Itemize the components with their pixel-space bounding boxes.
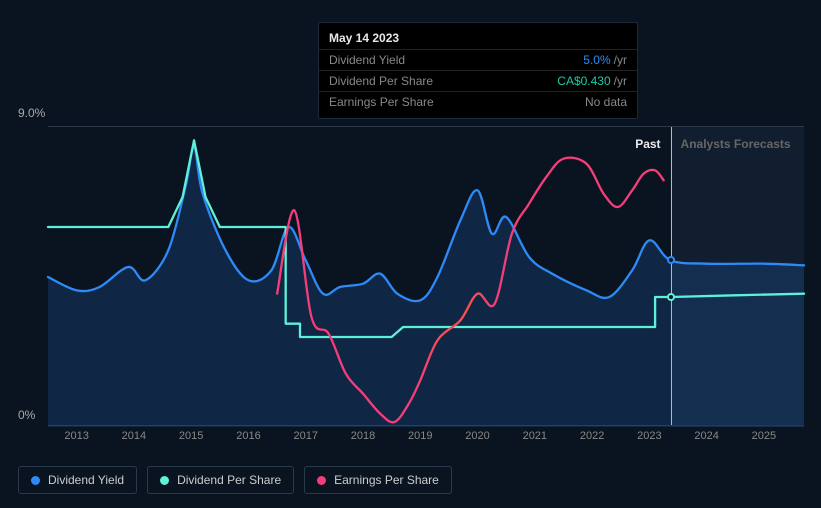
- legend-label: Dividend Yield: [48, 473, 124, 487]
- tooltip-row: Dividend Per Share CA$0.430/yr: [319, 70, 637, 91]
- tooltip-row-value-wrap: 5.0% /yr: [583, 53, 627, 67]
- x-axis: 2013 2014 2015 2016 2017 2018 2019 2020 2021 2022…: [48, 430, 804, 450]
- tooltip-row-suffix: /yr: [614, 74, 627, 88]
- tooltip-row-label: Dividend Per Share: [329, 74, 433, 88]
- tooltip-row-value-wrap: CA$0.430/yr: [557, 74, 627, 88]
- x-tick: 2018: [351, 430, 375, 442]
- x-tick: 2020: [465, 430, 489, 442]
- tooltip-row-label: Dividend Yield: [329, 53, 405, 67]
- legend-item[interactable]: Dividend Per Share: [147, 466, 294, 494]
- legend-item[interactable]: Dividend Yield: [18, 466, 137, 494]
- tooltip-row: Dividend Yield 5.0% /yr: [319, 49, 637, 70]
- x-tick: 2016: [236, 430, 260, 442]
- x-tick: 2015: [179, 430, 203, 442]
- chart-container: 9.0% 0% Past Analysts Forecasts 2013 2014…: [18, 108, 804, 448]
- x-tick: 2025: [752, 430, 776, 442]
- tooltip-row-suffix: /yr: [614, 53, 627, 67]
- y-axis-top-label: 9.0%: [18, 106, 45, 120]
- legend-dot-icon: [317, 476, 326, 485]
- chart-svg: [48, 127, 804, 427]
- legend-label: Dividend Per Share: [177, 473, 281, 487]
- x-tick: 2021: [523, 430, 547, 442]
- past-period-label: Past: [635, 137, 660, 151]
- tooltip-row-value: 5.0%: [583, 53, 610, 67]
- chart-plot-area[interactable]: Past Analysts Forecasts: [48, 126, 804, 426]
- tooltip-row: Earnings Per Share No data: [319, 91, 637, 112]
- tooltip-date: May 14 2023: [319, 29, 637, 49]
- x-tick: 2019: [408, 430, 432, 442]
- forecast-period-label: Analysts Forecasts: [681, 137, 791, 151]
- x-tick: 2014: [122, 430, 146, 442]
- x-tick: 2024: [694, 430, 718, 442]
- tooltip-row-value: CA$0.430: [557, 74, 610, 88]
- hover-tooltip: May 14 2023 Dividend Yield5.0%/yrDividen…: [318, 22, 638, 119]
- x-tick: 2023: [637, 430, 661, 442]
- marker-dividend_yield: [667, 256, 675, 264]
- legend-item[interactable]: Earnings Per Share: [304, 466, 452, 494]
- tooltip-row-value-wrap: No data: [585, 95, 627, 109]
- x-tick: 2017: [293, 430, 317, 442]
- legend-label: Earnings Per Share: [334, 473, 439, 487]
- legend-dot-icon: [31, 476, 40, 485]
- x-tick: 2013: [64, 430, 88, 442]
- tooltip-row-value: No data: [585, 95, 627, 109]
- marker-dividend_per_share: [667, 293, 675, 301]
- tooltip-row-label: Earnings Per Share: [329, 95, 434, 109]
- x-tick: 2022: [580, 430, 604, 442]
- legend-dot-icon: [160, 476, 169, 485]
- hover-indicator-line: [671, 127, 672, 425]
- chart-legend: Dividend Yield Dividend Per Share Earnings…: [18, 466, 452, 494]
- y-axis-bottom-label: 0%: [18, 408, 35, 422]
